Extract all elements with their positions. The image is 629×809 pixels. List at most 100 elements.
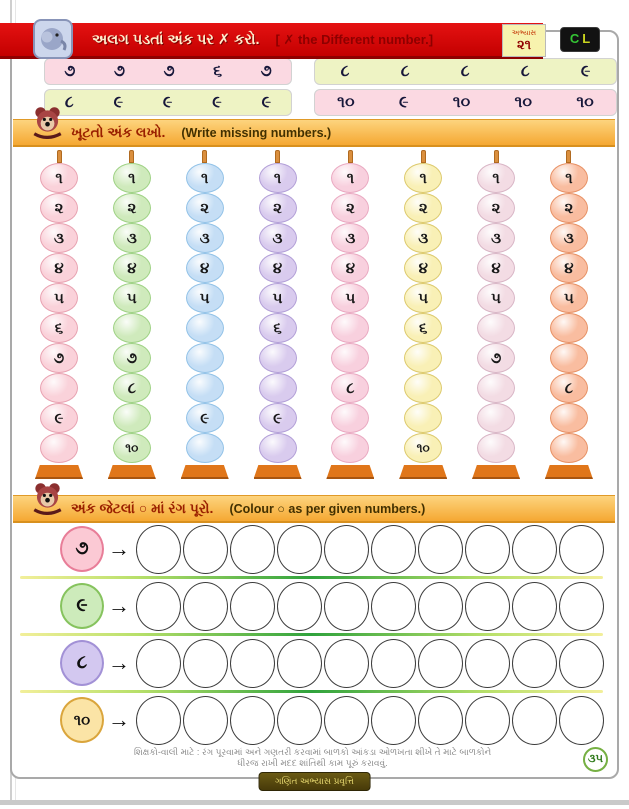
colourable-circle[interactable] bbox=[465, 581, 510, 631]
grid-number-cell[interactable]: ૮ bbox=[520, 62, 530, 80]
colourable-circle[interactable] bbox=[371, 638, 416, 688]
abacus-bead-blank[interactable] bbox=[549, 343, 588, 373]
mouse-icon bbox=[29, 479, 65, 515]
colourable-circle[interactable] bbox=[371, 581, 416, 631]
colourable-circle[interactable] bbox=[136, 638, 181, 688]
abacus-bead: ૧ bbox=[549, 163, 588, 193]
grid-number-cell[interactable]: ૧૦ bbox=[452, 93, 471, 111]
colour-circles bbox=[136, 581, 604, 631]
colourable-circle[interactable] bbox=[559, 581, 604, 631]
abacus-base bbox=[326, 465, 375, 479]
grid-number-cell[interactable]: ૭ bbox=[64, 62, 76, 80]
colourable-circle[interactable] bbox=[324, 581, 369, 631]
abacus-bead-blank[interactable] bbox=[40, 373, 78, 403]
colourable-circle[interactable] bbox=[371, 695, 416, 745]
grid-number-cell[interactable]: ૯ bbox=[580, 62, 591, 80]
abacus-bead: ૨ bbox=[185, 193, 224, 223]
abacus-bead-blank[interactable] bbox=[404, 373, 443, 403]
teacher-note-line1: શિક્ષકો-વાલી માટે : રંગ પૂરવામાં અને ગણત… bbox=[133, 747, 492, 757]
colourable-circle[interactable] bbox=[512, 524, 557, 574]
abacus-column: ૧ ૨ ૩ ૪ ૫ ૬ ૭ ૯ bbox=[35, 150, 83, 492]
colourable-circle[interactable] bbox=[277, 581, 322, 631]
abacus-bead-blank[interactable] bbox=[112, 403, 151, 433]
abacus-bead-blank[interactable] bbox=[258, 373, 297, 403]
abacus-bead-blank[interactable] bbox=[185, 433, 224, 463]
colourable-circle[interactable] bbox=[512, 581, 557, 631]
abacus-bead-blank[interactable] bbox=[331, 403, 370, 433]
abacus-bead-blank[interactable] bbox=[549, 403, 588, 433]
grid-number-cell[interactable]: ૭ bbox=[113, 62, 125, 80]
colourable-circle[interactable] bbox=[418, 524, 463, 574]
grid-number-cell[interactable]: ૬ bbox=[213, 62, 223, 80]
abacus-bead-blank[interactable] bbox=[404, 343, 443, 373]
abacus-column: ૧ ૨ ૩ ૪ ૫ ૯ bbox=[180, 150, 229, 492]
colourable-circle[interactable] bbox=[465, 524, 510, 574]
colourable-circle[interactable] bbox=[512, 638, 557, 688]
abacus-bead-blank[interactable] bbox=[258, 343, 297, 373]
abacus-bead-blank[interactable] bbox=[185, 373, 224, 403]
abacus-bead-blank[interactable] bbox=[258, 433, 297, 463]
grid-number-cell[interactable]: ૯ bbox=[212, 93, 222, 111]
colourable-circle[interactable] bbox=[418, 581, 463, 631]
colourable-circle[interactable] bbox=[136, 524, 181, 574]
colourable-circle[interactable] bbox=[371, 524, 416, 574]
colourable-circle[interactable] bbox=[136, 695, 181, 745]
grid-number-cell[interactable]: ૮ bbox=[340, 62, 350, 80]
abacus-bead-blank[interactable] bbox=[549, 433, 588, 463]
abacus-bead-blank[interactable] bbox=[185, 313, 224, 343]
abacus-bead-blank[interactable] bbox=[112, 313, 151, 343]
colourable-circle[interactable] bbox=[324, 695, 369, 745]
colourable-circle[interactable] bbox=[559, 695, 604, 745]
colourable-circle[interactable] bbox=[418, 695, 463, 745]
row-divider bbox=[20, 690, 603, 693]
grid-number-cell[interactable]: ૧૦ bbox=[337, 93, 355, 111]
colourable-circle[interactable] bbox=[183, 581, 228, 631]
colourable-circle[interactable] bbox=[277, 638, 322, 688]
colourable-circle[interactable] bbox=[324, 524, 369, 574]
grid-number-cell[interactable]: ૮ bbox=[400, 62, 410, 80]
bead-number: ૫ bbox=[126, 289, 137, 307]
colourable-circle[interactable] bbox=[465, 695, 510, 745]
abacus-bead-blank[interactable] bbox=[477, 313, 516, 343]
grid-number-cell[interactable]: ૭ bbox=[260, 62, 272, 80]
bead-number: ૨ bbox=[127, 199, 137, 217]
row-divider bbox=[20, 576, 603, 579]
colourable-circle[interactable] bbox=[277, 695, 322, 745]
abacus-bead-blank[interactable] bbox=[331, 343, 370, 373]
colourable-circle[interactable] bbox=[183, 524, 228, 574]
colourable-circle[interactable] bbox=[559, 524, 604, 574]
abacus-bead-blank[interactable] bbox=[404, 403, 443, 433]
bead-number: ૪ bbox=[272, 259, 283, 277]
colourable-circle[interactable] bbox=[324, 638, 369, 688]
colourable-circle[interactable] bbox=[512, 695, 557, 745]
colourable-circle[interactable] bbox=[136, 581, 181, 631]
abacus-bead-blank[interactable] bbox=[331, 313, 370, 343]
colourable-circle[interactable] bbox=[183, 695, 228, 745]
colourable-circle[interactable] bbox=[465, 638, 510, 688]
abacus-bead-blank[interactable] bbox=[40, 433, 78, 463]
grid-number-cell[interactable]: ૯ bbox=[162, 93, 173, 111]
abacus-bead-blank[interactable] bbox=[549, 313, 588, 343]
grid-number-cell[interactable]: ૧૦ bbox=[514, 93, 533, 111]
bead-number: ૩ bbox=[199, 229, 210, 247]
colourable-circle[interactable] bbox=[230, 581, 275, 631]
grid-number-cell[interactable]: ૮ bbox=[460, 62, 470, 80]
abacus-bead-blank[interactable] bbox=[185, 343, 224, 373]
abacus-bead-blank[interactable] bbox=[477, 373, 516, 403]
colourable-circle[interactable] bbox=[230, 524, 275, 574]
grid-number-cell[interactable]: ૮ bbox=[64, 93, 74, 111]
colourable-circle[interactable] bbox=[230, 638, 275, 688]
abacus-bead-blank[interactable] bbox=[331, 433, 370, 463]
colourable-circle[interactable] bbox=[230, 695, 275, 745]
grid-number-cell[interactable]: ૧૦ bbox=[576, 93, 594, 111]
abacus-bead-blank[interactable] bbox=[477, 433, 516, 463]
colourable-circle[interactable] bbox=[277, 524, 322, 574]
grid-number-cell[interactable]: ૭ bbox=[163, 62, 175, 80]
colourable-circle[interactable] bbox=[183, 638, 228, 688]
grid-number-cell[interactable]: ૯ bbox=[261, 93, 272, 111]
grid-number-cell[interactable]: ૯ bbox=[398, 93, 409, 111]
abacus-bead-blank[interactable] bbox=[477, 403, 516, 433]
colourable-circle[interactable] bbox=[418, 638, 463, 688]
grid-number-cell[interactable]: ૯ bbox=[113, 93, 124, 111]
colourable-circle[interactable] bbox=[559, 638, 604, 688]
